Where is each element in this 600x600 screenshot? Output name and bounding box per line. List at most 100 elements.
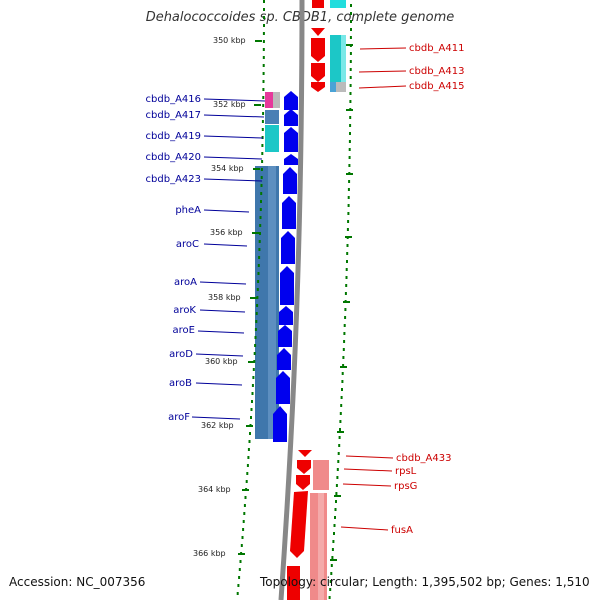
leader-line [340,526,389,531]
leader-line [203,243,248,247]
major-tick [346,173,353,175]
scale-dot [244,496,247,499]
feature-bar [318,493,324,600]
gene-label-left[interactable]: aroE [173,325,195,336]
scale-dot [237,584,240,587]
gene-label-left[interactable]: aroB [169,378,192,389]
gene-label-right[interactable]: fusA [391,525,413,536]
scale-dot [350,20,352,23]
scale-dot [333,524,336,527]
scale-dot [349,116,352,119]
scale-dot [261,160,264,163]
scale-dot [262,80,265,83]
major-tick [254,104,261,106]
topology-text: Topology: circular; Length: 1,395,502 bp… [260,575,590,589]
forward-gene-arrows [273,91,298,442]
scale-dot [349,124,352,127]
scale-dot [348,164,351,167]
scale-dot [348,140,351,143]
gene-arrow [277,348,291,370]
scale-label: 356 kbp [210,228,243,237]
scale-dot [243,512,246,515]
scale-dot [246,472,249,475]
scale-dot [348,180,351,183]
scale-dot [256,304,259,307]
gene-label-left[interactable]: aroA [174,277,197,288]
gene-label-right[interactable]: rpsL [395,466,417,477]
gene-arrow [282,196,296,229]
scale-dot [251,400,253,403]
major-tick [337,431,344,433]
gene-label-left[interactable]: pheA [175,205,201,216]
gene-label-left[interactable]: aroK [173,305,196,316]
leader-line [199,309,246,313]
gene-label-right[interactable]: cbdb_A411 [409,43,464,54]
scale-dot [347,212,350,215]
scale-dot [260,192,263,195]
gene-arrow [311,28,325,36]
accession-text: Accession: NC_007356 [9,575,146,589]
leader-line [203,209,250,213]
scale-dot [262,32,265,35]
scale-label: 358 kbp [208,293,241,302]
scale-dot [336,468,339,471]
scale-dot [340,404,343,407]
gene-arrow [290,491,308,558]
scale-dot [338,436,341,439]
gene-label-left[interactable]: aroD [169,349,193,360]
scale-dot [238,576,241,579]
scale-dot [347,188,350,191]
major-tick [345,236,352,238]
scale-dot [259,208,262,211]
scale-dot [329,588,332,591]
scale-dot [262,72,265,75]
scale-dot [349,84,352,87]
leader-line [345,455,394,459]
scale-dot [343,340,346,343]
gene-label-left[interactable]: cbdb_A416 [146,94,201,105]
scale-dot [349,100,352,103]
gene-label-left[interactable]: cbdb_A423 [146,174,201,185]
gene-arrow [283,167,297,194]
scale-dot [349,92,352,95]
gene-arrow [312,0,324,8]
feature-bar [268,166,276,439]
right-leader-lines [340,47,407,531]
leader-line [203,98,266,102]
scale-label: 362 kbp [201,421,234,430]
scale-dot [260,176,263,179]
major-tick [346,109,353,111]
reverse-feature-bars-bottom [310,460,329,600]
gene-arrow [276,371,290,404]
gene-label-right[interactable]: cbdb_A433 [396,453,451,464]
scale-dot [341,388,343,391]
scale-dot [343,332,346,335]
gene-arrow [311,38,325,62]
gene-label-left[interactable]: cbdb_A419 [146,131,201,142]
scale-dot [254,344,257,347]
scale-dot [335,500,337,503]
scale-dot [344,316,347,319]
gene-arrow [281,231,295,264]
scale-dot [331,548,334,551]
scale-dot [263,0,265,3]
leader-line [197,330,245,334]
gene-arrow [284,154,298,165]
scale-dot [250,408,253,411]
scale-dot [248,440,251,443]
leader-line [199,281,247,285]
gene-label-left[interactable]: cbdb_A417 [146,110,201,121]
gene-label-right[interactable]: cbdb_A415 [409,81,464,92]
scale-label: 366 kbp [193,549,226,558]
gene-label-right[interactable]: rpsG [394,481,417,492]
scale-dot [256,296,259,299]
gene-label-right[interactable]: cbdb_A413 [409,66,464,77]
scale-dot [350,4,352,7]
gene-label-left[interactable]: aroC [176,239,199,250]
scale-dot [346,252,349,255]
scale-label: 352 kbp [213,100,246,109]
gene-label-left[interactable]: aroF [168,412,190,423]
gene-label-left[interactable]: cbdb_A420 [146,152,201,163]
feature-bar [336,82,346,92]
scale-dot [258,240,261,243]
